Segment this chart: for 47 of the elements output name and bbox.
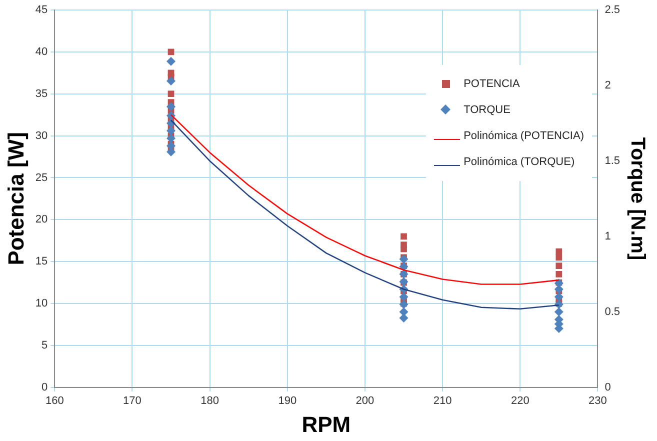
x-tick-label: 220 <box>510 395 530 408</box>
y2-tick-label: 2 <box>604 80 611 92</box>
y-tick-label: 30 <box>35 130 48 142</box>
x-tick-label: 200 <box>356 395 374 408</box>
y2-tick-label: 0 <box>604 381 611 394</box>
y-tick-label: 45 <box>35 4 48 16</box>
legend-label: Polinómica (POTENCIA) <box>464 130 584 142</box>
point <box>166 56 176 66</box>
y-tick-label: 0 <box>42 381 48 394</box>
point <box>554 307 564 316</box>
point <box>556 254 562 261</box>
y-tick-label: 25 <box>35 172 48 184</box>
point <box>168 90 174 98</box>
point <box>166 126 176 136</box>
legend-label: Polinómica (TORQUE) <box>464 156 575 168</box>
point <box>399 254 408 264</box>
point <box>399 292 408 302</box>
x-tick-label: 160 <box>45 395 64 408</box>
y-tick-label: 15 <box>35 256 48 268</box>
x-tick-label: 180 <box>200 395 219 408</box>
y2-tick-label: 1 <box>604 230 611 242</box>
x-tick-label: 170 <box>123 395 142 408</box>
y2-tick-label: 0.5 <box>604 306 620 318</box>
legend-label: TORQUE <box>464 104 510 116</box>
y-tick-label: 10 <box>35 298 48 310</box>
x-tick-label: 230 <box>588 395 607 408</box>
point <box>166 134 176 143</box>
x-axis-title: RPM <box>302 412 351 437</box>
point <box>554 292 564 302</box>
y-tick-label: 5 <box>42 340 48 352</box>
y2-tick-label: 2.5 <box>604 4 620 16</box>
x-tick-label: 190 <box>278 395 297 408</box>
point <box>400 246 407 252</box>
point <box>166 102 176 112</box>
legend-label: POTENCIA <box>464 78 520 90</box>
point <box>400 233 407 240</box>
y-tick-label: 35 <box>35 88 48 100</box>
point <box>556 262 562 269</box>
y2-tick-label: 1.5 <box>604 154 620 167</box>
y2-axis-title: Torque [N.m] <box>626 137 648 260</box>
x-tick-label: 210 <box>433 395 452 408</box>
y-tick-label: 20 <box>35 214 48 226</box>
point <box>166 76 176 86</box>
point <box>399 262 408 272</box>
point <box>556 271 562 278</box>
y-tick-label: 40 <box>35 46 48 58</box>
y-axis-title: Potencia [W] <box>3 132 28 266</box>
